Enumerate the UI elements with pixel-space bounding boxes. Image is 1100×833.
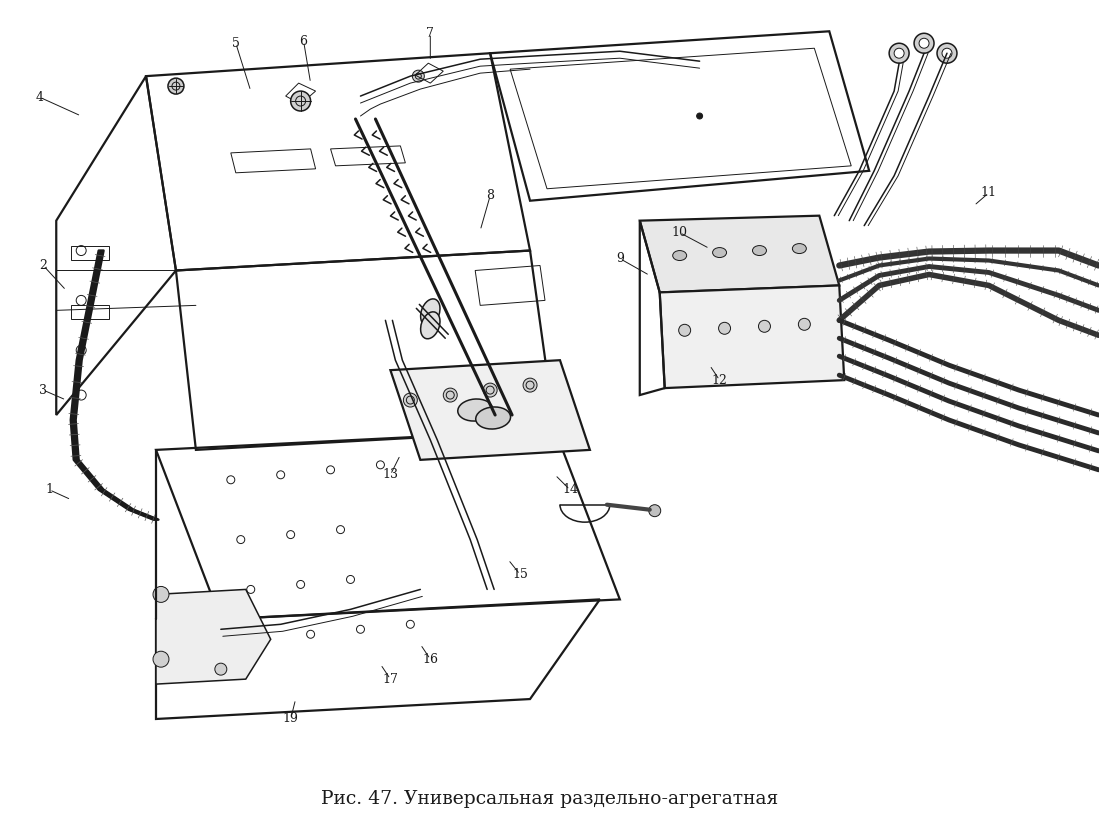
Circle shape xyxy=(412,70,425,82)
Circle shape xyxy=(649,505,661,516)
Polygon shape xyxy=(390,360,590,460)
Text: 8: 8 xyxy=(486,189,494,202)
Circle shape xyxy=(799,318,811,331)
Text: 16: 16 xyxy=(422,653,438,666)
Polygon shape xyxy=(156,590,271,684)
Circle shape xyxy=(214,663,227,675)
Circle shape xyxy=(173,611,209,647)
Text: 7: 7 xyxy=(427,27,434,40)
Ellipse shape xyxy=(420,299,440,326)
Circle shape xyxy=(443,388,458,402)
Text: 6: 6 xyxy=(299,35,308,47)
Text: 1: 1 xyxy=(45,483,53,496)
Circle shape xyxy=(759,321,770,332)
Circle shape xyxy=(696,113,703,119)
Text: 11: 11 xyxy=(981,187,997,199)
Circle shape xyxy=(183,621,199,637)
Circle shape xyxy=(524,378,537,392)
Circle shape xyxy=(290,91,310,111)
Circle shape xyxy=(942,48,952,58)
Text: 3: 3 xyxy=(40,383,47,397)
Circle shape xyxy=(153,651,169,667)
Circle shape xyxy=(679,324,691,337)
Text: 9: 9 xyxy=(616,252,624,265)
Text: 15: 15 xyxy=(513,568,528,581)
Circle shape xyxy=(153,586,169,602)
Ellipse shape xyxy=(792,243,806,253)
Ellipse shape xyxy=(420,312,440,339)
Text: 12: 12 xyxy=(712,374,727,387)
Circle shape xyxy=(894,48,904,58)
Circle shape xyxy=(404,393,417,407)
Circle shape xyxy=(718,322,730,334)
Circle shape xyxy=(914,33,934,53)
Ellipse shape xyxy=(752,246,767,256)
Text: 17: 17 xyxy=(383,672,398,686)
Ellipse shape xyxy=(673,251,686,261)
Bar xyxy=(72,246,109,260)
Circle shape xyxy=(483,383,497,397)
Ellipse shape xyxy=(475,407,510,429)
Circle shape xyxy=(937,43,957,63)
Circle shape xyxy=(161,600,221,659)
Bar xyxy=(72,306,109,319)
Text: 5: 5 xyxy=(232,37,240,50)
Text: 2: 2 xyxy=(40,259,47,272)
Text: 4: 4 xyxy=(35,91,43,103)
Text: 13: 13 xyxy=(383,468,398,481)
Text: 10: 10 xyxy=(672,226,688,239)
Ellipse shape xyxy=(458,399,493,421)
Ellipse shape xyxy=(713,247,727,257)
Text: Рис. 47. Универсальная раздельно-агрегатная: Рис. 47. Универсальная раздельно-агрегат… xyxy=(321,790,779,808)
Polygon shape xyxy=(640,216,839,292)
Circle shape xyxy=(889,43,909,63)
Text: 19: 19 xyxy=(283,712,298,726)
Circle shape xyxy=(168,78,184,94)
Polygon shape xyxy=(660,286,845,388)
Circle shape xyxy=(920,38,929,48)
Text: 14: 14 xyxy=(562,483,578,496)
